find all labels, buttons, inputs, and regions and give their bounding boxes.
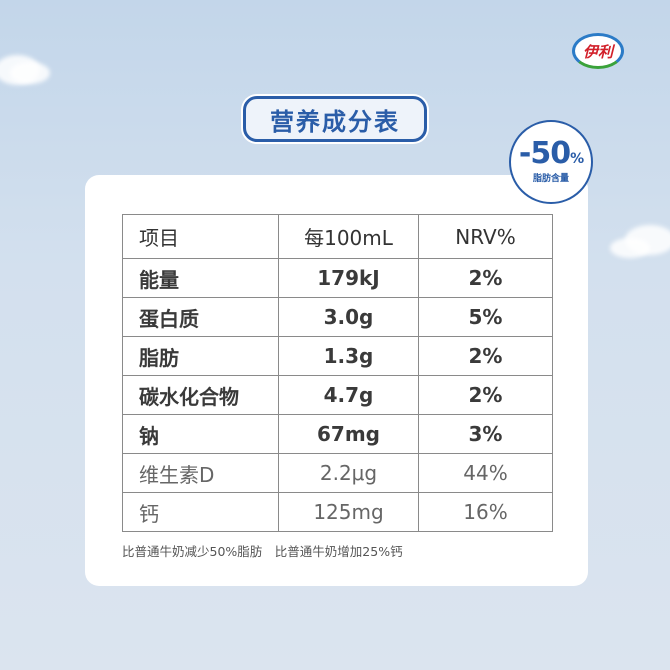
table-row: 钠 67mg 3%	[122, 414, 553, 454]
nutrient-nrv: 16%	[418, 492, 553, 532]
badge-unit: %	[570, 151, 584, 167]
fat-reduction-badge: -50% 脂肪含量	[509, 120, 593, 204]
badge-value: -50	[518, 136, 571, 171]
header-per-100ml: 每100mL	[278, 214, 419, 259]
table-row: 钙 125mg 16%	[122, 492, 553, 532]
table-row: 蛋白质 3.0g 5%	[122, 297, 553, 337]
nutrient-name: 蛋白质	[122, 297, 279, 337]
table-row: 脂肪 1.3g 2%	[122, 336, 553, 376]
header-item: 项目	[122, 214, 279, 259]
nutrient-nrv: 3%	[418, 414, 553, 454]
nutrient-nrv: 5%	[418, 297, 553, 337]
nutrient-amount: 1.3g	[278, 336, 419, 376]
nutrient-name: 碳水化合物	[122, 375, 279, 415]
nutrient-name: 钠	[122, 414, 279, 454]
footnote: 比普通牛奶减少50%脂肪 比普通牛奶增加25%钙	[122, 544, 403, 559]
nutrient-name: 钙	[122, 492, 279, 532]
badge-value-wrap: -50%	[511, 136, 591, 171]
nutrition-card: 项目 每100mL NRV% 能量 179kJ 2% 蛋白质 3.0g 5% 脂肪 1.3…	[85, 175, 588, 586]
brand-logo: 伊利	[572, 33, 624, 69]
nutrient-amount: 4.7g	[278, 375, 419, 415]
nutrient-name: 脂肪	[122, 336, 279, 376]
nutrient-nrv: 2%	[418, 375, 553, 415]
table-row: 碳水化合物 4.7g 2%	[122, 375, 553, 415]
nutrient-amount: 2.2μg	[278, 453, 419, 493]
cloud-decoration	[10, 62, 50, 84]
nutrition-table: 项目 每100mL NRV% 能量 179kJ 2% 蛋白质 3.0g 5% 脂肪 1.3…	[122, 214, 553, 532]
cloud-decoration	[610, 238, 650, 258]
table-header-row: 项目 每100mL NRV%	[122, 214, 553, 259]
nutrient-nrv: 44%	[418, 453, 553, 493]
nutrient-nrv: 2%	[418, 258, 553, 298]
nutrient-nrv: 2%	[418, 336, 553, 376]
badge-label: 脂肪含量	[532, 174, 569, 184]
header-nrv: NRV%	[418, 214, 553, 259]
table-row: 维生素D 2.2μg 44%	[122, 453, 553, 493]
nutrient-amount: 179kJ	[278, 258, 419, 298]
page-title: 营养成分表	[243, 96, 427, 142]
nutrient-name: 维生素D	[122, 453, 279, 493]
nutrient-name: 能量	[122, 258, 279, 298]
table-row: 能量 179kJ 2%	[122, 258, 553, 298]
nutrient-amount: 125mg	[278, 492, 419, 532]
nutrient-amount: 67mg	[278, 414, 419, 454]
nutrient-amount: 3.0g	[278, 297, 419, 337]
